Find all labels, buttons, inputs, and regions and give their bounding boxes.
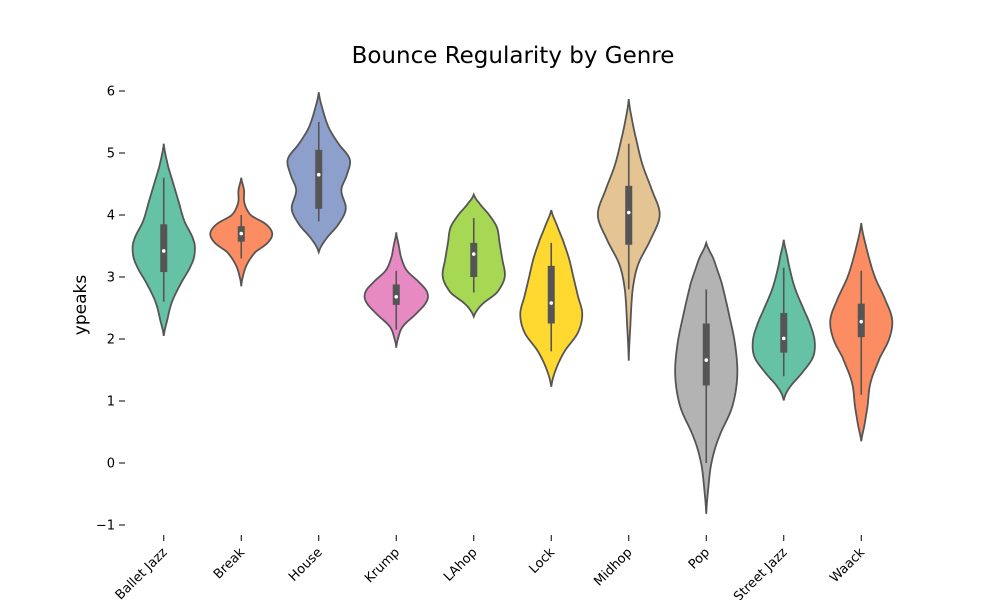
y-tick-label: 1 (107, 395, 115, 410)
y-tick-label: 4 (107, 209, 115, 224)
violin-midhop (596, 98, 661, 361)
x-tick-label: House (286, 545, 325, 584)
violins-group (131, 92, 894, 514)
violin-house (286, 92, 352, 256)
x-tick-label: Ballet Jazz (113, 545, 171, 600)
violin-lock (519, 209, 584, 387)
y-tick-label: 2 (107, 333, 115, 348)
violin-median (859, 319, 864, 324)
violin-median (549, 301, 554, 305)
violin-iqr-box (702, 323, 710, 386)
violin-median (781, 336, 786, 341)
y-tick-label: 0 (107, 457, 115, 472)
x-tick-label: Pop (686, 545, 713, 572)
x-tick-label: Lock (527, 545, 559, 577)
violin-ballet-jazz (131, 143, 196, 337)
violin-iqr-box (625, 185, 633, 245)
y-tick-label: 6 (107, 85, 115, 100)
x-tick-label: Midhop (591, 545, 635, 589)
violin-iqr-box (160, 224, 168, 273)
violin-iqr-box (780, 312, 788, 353)
violin-iqr-box (315, 149, 323, 209)
y-tick-label: 3 (107, 271, 115, 286)
violin-median (161, 249, 166, 253)
violin-median (626, 210, 631, 215)
x-tick-label: Krump (362, 545, 403, 586)
x-tick-label: Break (211, 545, 248, 582)
violin-median (704, 358, 709, 362)
violin-median (239, 231, 244, 236)
violin-iqr-box (470, 242, 478, 277)
chart-title: Bounce Regularity by Genre (352, 43, 675, 69)
x-tick-label: LAhop (441, 545, 481, 585)
y-tick-label: −1 (96, 519, 115, 534)
y-axis: −1 0 1 2 3 4 5 6 (96, 85, 125, 534)
violin-street-jazz (751, 239, 816, 401)
violin-lahop (441, 192, 506, 320)
violin-iqr-box (547, 265, 555, 324)
violin-waack (829, 222, 894, 442)
y-axis-label: ypeaks (71, 275, 91, 336)
x-tick-label: Waack (827, 545, 868, 586)
violin-break (209, 177, 274, 287)
violin-krump (363, 232, 429, 348)
violin-median (316, 172, 321, 177)
x-axis: Ballet Jazz Break House Krump LAhop Lock Midho… (113, 535, 868, 600)
violin-pop (674, 240, 739, 514)
y-tick-label: 5 (107, 147, 115, 162)
violin-iqr-box (392, 284, 400, 305)
violin-median (471, 252, 476, 256)
violin-median (394, 295, 399, 299)
x-tick-label: Street Jazz (731, 545, 791, 600)
